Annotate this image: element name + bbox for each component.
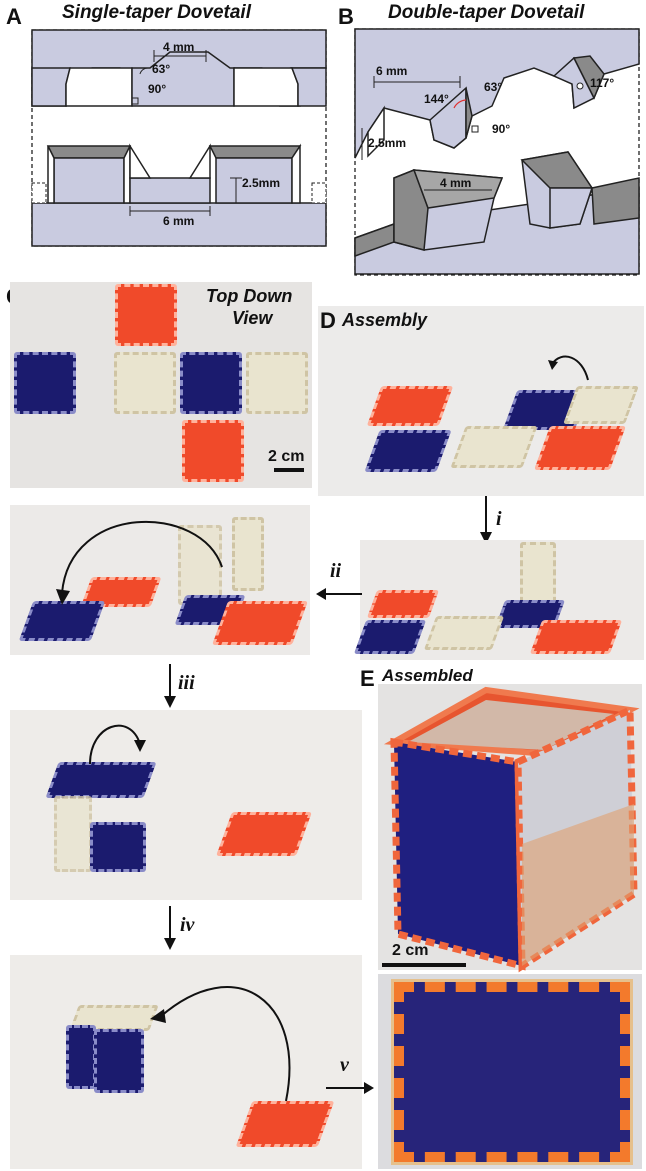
panel-e-scale-bar [382, 963, 466, 967]
panel-e-photo-top [378, 974, 642, 1169]
cube-render [383, 686, 640, 973]
step-iv-label: iv [180, 914, 195, 936]
d4-blue-front [90, 822, 146, 872]
panel-b-angle-base: 90° [492, 122, 511, 136]
panel-a-dim-height: 2.5mm [242, 176, 281, 190]
panel-d-photo-4 [10, 710, 362, 900]
d3-cream-1 [423, 616, 505, 650]
panel-a-center-tab [131, 51, 235, 107]
panel-b-title: Double-taper Dovetail [388, 2, 585, 23]
tile-red-bottom [182, 420, 244, 482]
panel-e-letter: E [360, 666, 375, 691]
panel-a-title: Single-taper Dovetail [62, 2, 251, 23]
panel-a-angle-base: 90° [148, 82, 167, 96]
d1-red-1 [366, 386, 454, 426]
step-i-arrow [480, 496, 492, 544]
panel-b-dim-top: 4 mm [440, 176, 472, 190]
panel-b-dim-height: 2.5mm [368, 136, 407, 150]
panel-b-angle-inner: 144° [424, 92, 449, 106]
step-i-label: i [496, 508, 502, 530]
panel-d-photo-3 [353, 540, 644, 660]
step-v-label: v [340, 1054, 349, 1076]
panel-c-title-2: View [232, 308, 273, 328]
panel-c-photo: Top Down View 2 cm [10, 282, 312, 488]
panel-b-dim-width: 6 mm [376, 64, 408, 78]
panel-a-right-tab [290, 67, 327, 107]
panel-d-photo-1: D Assembly [318, 306, 644, 496]
panel-c-scale-bar [274, 468, 304, 472]
d5-arrow-curve [150, 986, 291, 1102]
d4-red [215, 812, 313, 856]
d4-blue-top [45, 762, 157, 798]
panel-b-angle-taper: 63° [484, 80, 503, 94]
panel-d-photo-2 [10, 505, 310, 655]
step-ii-label: ii [330, 560, 342, 582]
panel-b-diagram [354, 28, 640, 276]
panel-e-photo-cube: 2 cm [378, 684, 642, 973]
d1-cream-2 [450, 426, 538, 468]
d1-blue-2 [364, 430, 452, 472]
panel-a-tail-right-top [208, 145, 302, 159]
d4-arrow-curve [89, 724, 146, 765]
d5-blue-left [66, 1025, 96, 1089]
panel-e-scale-label: 2 cm [392, 942, 429, 959]
d2-arrow-curve [56, 520, 223, 605]
tile-red-top [115, 284, 177, 346]
d2-cream-2 [232, 517, 264, 591]
panel-a-dim-bottom: 6 mm [163, 214, 195, 228]
d3-red-1 [366, 590, 440, 618]
cube-front-face [390, 737, 526, 971]
panel-a-tail-left-face [53, 157, 125, 204]
tile-cream-2 [246, 352, 308, 414]
step-iv-arrow [164, 906, 176, 950]
panel-d-letter: D [320, 308, 336, 333]
panel-b-angle-outer: 117° [590, 76, 615, 90]
tile-blue-1 [14, 352, 76, 414]
cube-top-view [391, 979, 633, 1165]
panel-a-groove [129, 177, 211, 204]
d1-red-2 [533, 426, 627, 470]
d5-blue-front [94, 1029, 144, 1093]
panel-c-scale-label: 2 cm [268, 448, 305, 465]
step-v-arrow [326, 1082, 374, 1094]
panel-a-tail-left-top [46, 145, 132, 159]
panel-a-slot [65, 67, 133, 107]
panel-e-title: Assembled [382, 666, 473, 685]
step-iii-arrow [164, 664, 176, 708]
d1-flip-arrow [548, 355, 589, 381]
panel-a-diagram [31, 29, 327, 247]
tile-cream-1 [114, 352, 176, 414]
panel-a-left-tab [31, 67, 71, 107]
panel-a-slot-2 [233, 67, 299, 107]
tile-blue-2 [180, 352, 242, 414]
panel-d-title: Assembly [342, 310, 428, 330]
panel-a-letter: A [6, 4, 22, 29]
panel-b-letter: B [338, 4, 354, 29]
d3-red-2 [529, 620, 623, 654]
step-ii-arrow [316, 588, 362, 600]
panel-a-dim-top: 4 mm [163, 40, 195, 54]
panel-d-photo-5 [10, 955, 362, 1169]
step-iii-label: iii [178, 672, 195, 694]
d3-blue-1 [353, 620, 427, 654]
panel-c-title-1: Top Down [206, 286, 293, 306]
panel-a-angle-taper: 63° [152, 62, 171, 76]
d4-cream-side [54, 796, 92, 872]
